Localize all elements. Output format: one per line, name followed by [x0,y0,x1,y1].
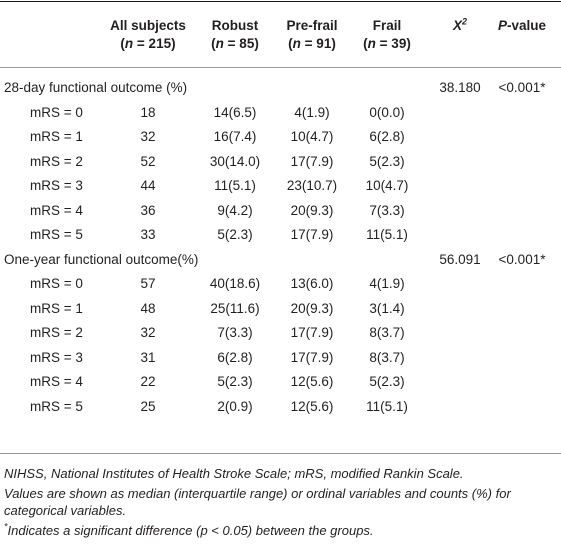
cell-robust: 14(6.5) [213,104,257,120]
cell-frail: 8(3.7) [369,349,405,365]
cell-frail: 11(5.1) [366,398,408,414]
col-robust-title: Robust [211,18,259,33]
cell-frail: 4(1.9) [369,276,405,291]
cell-all: 36 [140,202,156,218]
cell-all: 44 [140,178,156,193]
top-rule [0,1,561,2]
col-frail-title: Frail [372,18,402,33]
cell-all: 52 [140,153,156,169]
footnote-abbreviations: NIHSS, National Institutes of Health Str… [4,466,464,481]
cell-prefrail: 10(4.7) [290,129,334,144]
row-label: mRS = 0 [30,104,83,120]
footnote-significance: *Indicates a significant difference (p <… [4,521,374,538]
cell-all: 33 [140,227,156,242]
cell-robust: 9(4.2) [217,202,253,218]
cell-prefrail: 23(10.7) [286,178,338,193]
header-rule [0,67,561,68]
cell-all: 25 [140,398,156,414]
row-label: mRS = 4 [30,202,83,218]
cell-robust: 16(7.4) [213,129,257,144]
col-prefrail-n: (n = 91) [288,36,336,51]
cell-prefrail: 17(7.9) [290,325,334,340]
col-all-subjects-title: All subjects [110,18,186,33]
cell-frail: 5(2.3) [369,153,405,169]
col-robust-n: (n = 85) [211,36,259,51]
row-label: mRS = 1 [30,129,83,144]
cell-prefrail: 12(5.6) [290,374,334,389]
cell-frail: 8(3.7) [369,325,405,340]
cell-frail: 10(4.7) [365,178,409,193]
cell-prefrail: 20(9.3) [290,202,334,218]
cell-frail: 6(2.8) [369,129,405,144]
cell-robust: 25(11.6) [210,300,260,316]
row-label: mRS = 2 [30,153,83,169]
cell-prefrail: 13(6.0) [290,276,334,291]
cell-all: 18 [140,104,156,120]
cell-all: 32 [140,325,156,340]
cell-prefrail: 17(7.9) [290,153,334,169]
cell-frail: 7(3.3) [369,202,405,218]
row-label: mRS = 3 [30,178,83,193]
row-label: mRS = 1 [30,300,83,316]
cell-robust: 30(14.0) [209,153,261,169]
cell-frail: 0(0.0) [369,104,405,120]
col-chi-square: X2 [452,16,468,33]
cell-all: 31 [140,349,156,365]
col-p-value: P-value [497,18,547,33]
cell-all: 48 [140,300,156,316]
footnote-values: Values are shown as median (interquartil… [4,486,511,518]
cell-prefrail: 4(1.9) [294,104,330,120]
cell-robust: 40(18.6) [209,276,261,291]
row-label: mRS = 2 [30,325,83,340]
section-title: One-year functional outcome(%) [4,251,199,267]
section-p-value: <0.001* [498,251,546,267]
row-label: mRS = 3 [30,349,83,365]
cell-frail: 3(1.4) [369,300,405,316]
cell-robust: 7(3.3) [217,325,253,340]
section-title: 28-day functional outcome (%) [4,80,188,95]
cell-frail: 5(2.3) [369,374,405,389]
cell-robust: 2(0.9) [217,398,253,414]
row-label: mRS = 5 [30,398,83,414]
row-label: mRS = 0 [30,276,83,291]
cell-prefrail: 17(7.9) [290,227,334,242]
col-prefrail-title: Pre-frail [286,18,338,33]
cell-frail: 11(5.1) [366,227,408,242]
row-label: mRS = 5 [30,227,83,242]
cell-robust: 5(2.3) [217,374,253,389]
col-all-subjects-n: (n = 215) [120,36,176,51]
cell-prefrail: 17(7.9) [290,349,334,365]
cell-robust: 5(2.3) [217,227,253,242]
cell-all: 22 [140,374,156,389]
col-frail-n: (n = 39) [363,36,411,51]
cell-all: 32 [140,129,156,144]
cell-robust: 6(2.8) [217,349,253,365]
cell-all: 57 [140,276,156,291]
section-chi-square: 56.091 [439,251,481,267]
cell-prefrail: 12(5.6) [290,398,334,414]
section-p-value: <0.001* [498,80,546,95]
cell-prefrail: 20(9.3) [290,300,334,316]
cell-robust: 11(5.1) [214,178,256,193]
bottom-rule [0,453,561,454]
section-chi-square: 38.180 [439,80,481,95]
row-label: mRS = 4 [30,374,83,389]
